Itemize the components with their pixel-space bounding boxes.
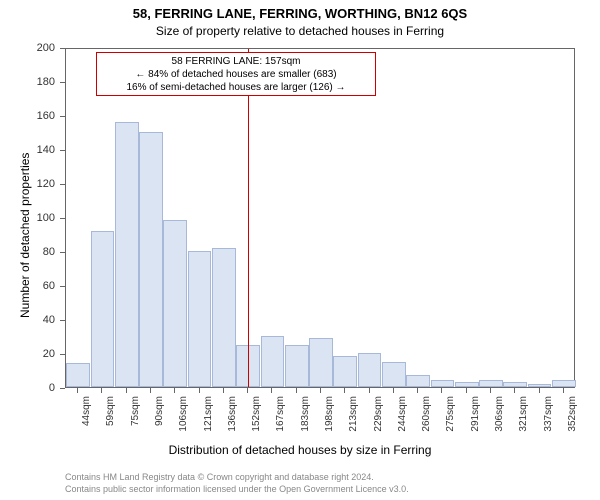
y-tick-mark [60,48,65,49]
y-tick-label: 100 [0,212,55,224]
y-tick-mark [60,184,65,185]
x-tick-mark [77,388,78,393]
y-tick-mark [60,150,65,151]
x-tick-mark [344,388,345,393]
y-tick-mark [60,354,65,355]
histogram-bar [406,375,430,387]
x-tick-mark [247,388,248,393]
histogram-bar [212,248,236,387]
annotation-line-3: 16% of semi-detached houses are larger (… [101,81,371,94]
y-tick-label: 140 [0,144,55,156]
y-tick-mark [60,388,65,389]
y-tick-mark [60,286,65,287]
x-tick-mark [320,388,321,393]
y-tick-label: 40 [0,314,55,326]
y-tick-mark [60,82,65,83]
x-tick-mark [223,388,224,393]
y-tick-label: 120 [0,178,55,190]
histogram-bar [455,382,479,387]
x-tick-mark [174,388,175,393]
histogram-bar [503,382,527,387]
chart-title: 58, FERRING LANE, FERRING, WORTHING, BN1… [0,6,600,21]
y-tick-mark [60,252,65,253]
histogram-bar [528,384,552,387]
x-tick-mark [466,388,467,393]
chart-container: 58, FERRING LANE, FERRING, WORTHING, BN1… [0,0,600,500]
annotation-box: 58 FERRING LANE: 157sqm ← 84% of detache… [96,52,376,96]
y-tick-mark [60,116,65,117]
histogram-bar [431,380,455,387]
x-tick-mark [101,388,102,393]
histogram-bar [479,380,503,387]
footer: Contains HM Land Registry data © Crown c… [65,472,409,495]
plot-area [65,48,575,388]
footer-line-1: Contains HM Land Registry data © Crown c… [65,472,409,484]
footer-line-2: Contains public sector information licen… [65,484,409,496]
y-tick-label: 20 [0,348,55,360]
x-tick-mark [271,388,272,393]
annotation-line-2: ← 84% of detached houses are smaller (68… [101,68,371,81]
histogram-bar [261,336,285,387]
x-tick-mark [490,388,491,393]
histogram-bar [285,345,309,388]
y-tick-mark [60,320,65,321]
x-tick-mark [150,388,151,393]
y-tick-label: 60 [0,280,55,292]
histogram-bar [91,231,115,387]
x-tick-mark [563,388,564,393]
reference-line [248,49,249,387]
y-tick-label: 200 [0,42,55,54]
histogram-bar [552,380,576,387]
histogram-bar [309,338,333,387]
histogram-bar [115,122,139,387]
histogram-bar [66,363,90,387]
x-tick-mark [514,388,515,393]
annotation-line-1: 58 FERRING LANE: 157sqm [101,55,371,68]
x-axis-label: Distribution of detached houses by size … [0,443,600,457]
x-tick-mark [393,388,394,393]
histogram-bar [188,251,212,387]
x-tick-mark [417,388,418,393]
chart-subtitle: Size of property relative to detached ho… [0,24,600,38]
x-tick-mark [369,388,370,393]
x-tick-mark [441,388,442,393]
histogram-bar [163,220,187,387]
histogram-bar [358,353,382,387]
histogram-bar [382,362,406,388]
x-tick-mark [199,388,200,393]
x-tick-mark [296,388,297,393]
x-tick-mark [539,388,540,393]
x-tick-mark [126,388,127,393]
y-tick-label: 80 [0,246,55,258]
y-tick-label: 0 [0,382,55,394]
y-tick-label: 180 [0,76,55,88]
y-tick-mark [60,218,65,219]
histogram-bar [139,132,163,387]
histogram-bar [333,356,357,387]
y-tick-label: 160 [0,110,55,122]
